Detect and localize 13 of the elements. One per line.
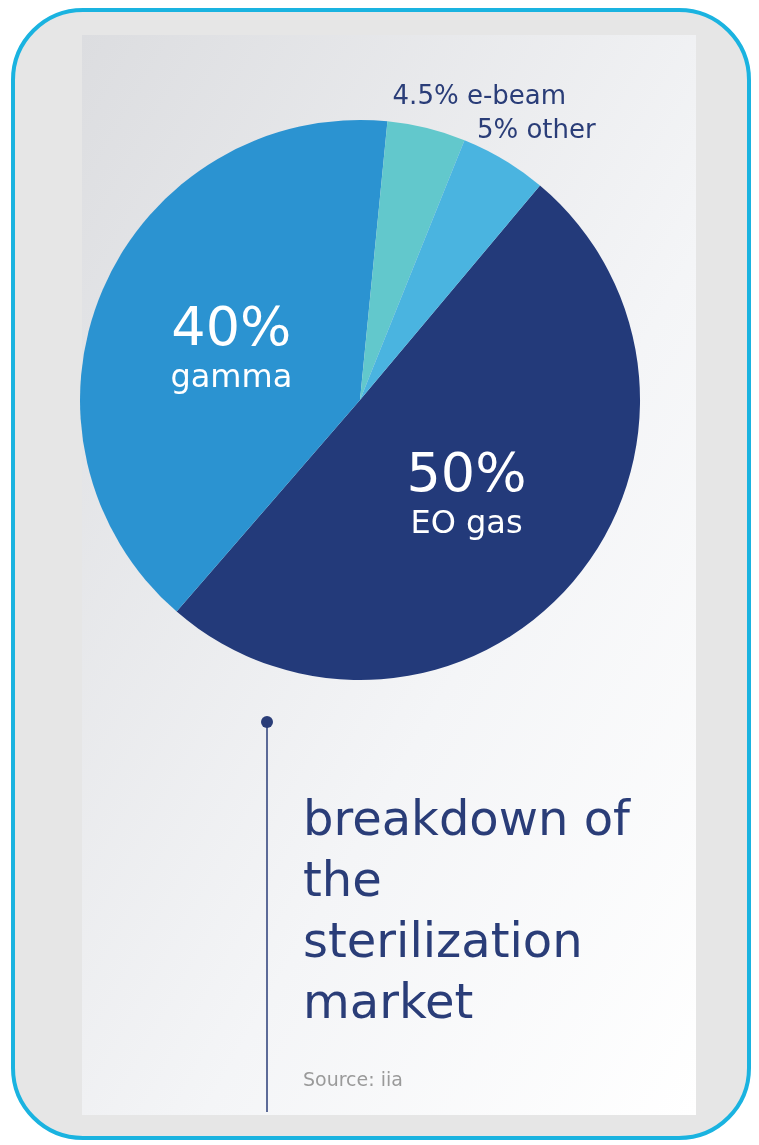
text: breakdown of the sterilization market — [303, 790, 632, 1029]
pie-slice — [80, 120, 388, 612]
data-label: 4.5% — [392, 79, 459, 110]
pie-slice — [360, 140, 540, 400]
pie-slice — [360, 121, 465, 400]
slice-label: gamma — [170, 356, 293, 395]
source-note: Source: iia — [303, 1068, 403, 1090]
slice-label: e-beam — [466, 79, 567, 110]
data-label: 40% — [171, 294, 292, 358]
data-label: 5% — [476, 114, 519, 145]
slice-label: other — [526, 114, 596, 145]
slice-label: EO gas — [410, 502, 523, 541]
data-label: 50% — [406, 440, 527, 504]
